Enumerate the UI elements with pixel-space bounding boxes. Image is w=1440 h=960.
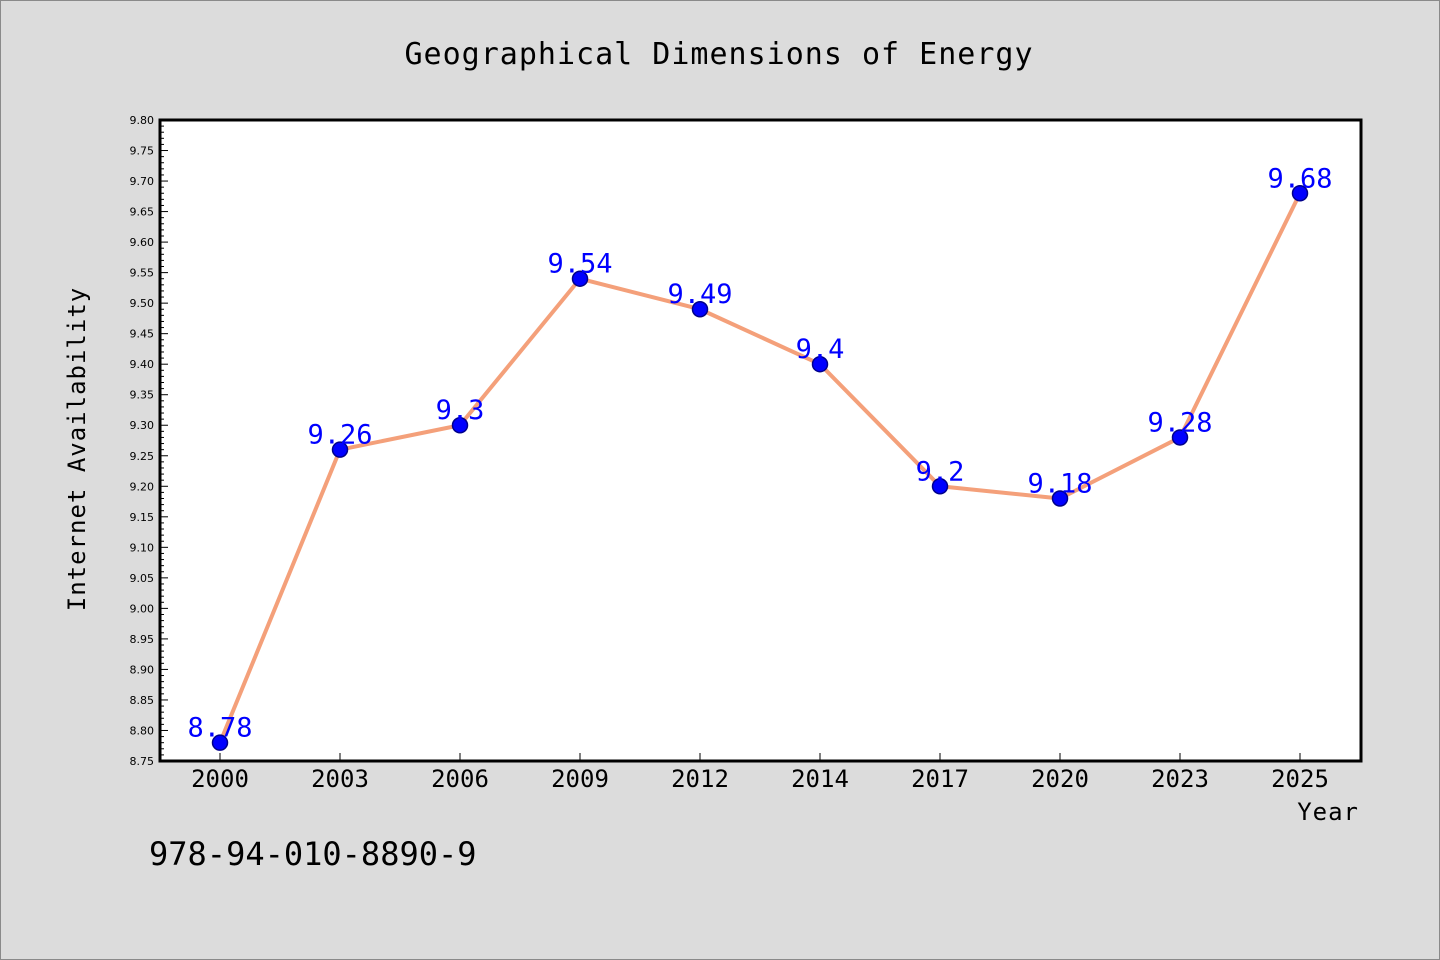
y-tick-label: 9.50 — [130, 297, 155, 310]
y-tick-label: 9.10 — [130, 541, 155, 554]
y-tick-label: 9.40 — [130, 358, 155, 371]
data-point — [811, 355, 829, 373]
x-tick-label: 2020 — [1031, 765, 1089, 793]
x-axis-label: Year — [1297, 798, 1359, 826]
y-tick-label: 9.35 — [130, 389, 155, 402]
y-tick-label: 9.70 — [130, 175, 155, 188]
data-point — [1051, 490, 1069, 507]
x-tick-label: 2009 — [551, 765, 609, 793]
data-point — [211, 734, 229, 751]
x-tick-label: 2025 — [1271, 765, 1329, 793]
y-tick-label: 8.85 — [130, 694, 155, 707]
data-label: 9.18 — [1027, 468, 1092, 499]
y-axis: 8.75 8.80 8.85 8.90 8.95 9.00 9.05 9.10 9.15 9.20… — [130, 114, 168, 768]
x-tick-label: 2006 — [431, 765, 489, 793]
y-tick-label: 9.15 — [130, 511, 155, 524]
y-tick-label: 9.55 — [130, 267, 155, 280]
data-point — [931, 478, 949, 495]
data-point — [571, 270, 589, 287]
x-tick-label: 2012 — [671, 765, 729, 793]
data-point — [331, 441, 349, 458]
data-point — [1171, 429, 1189, 446]
x-tick-label: 2023 — [1151, 765, 1209, 793]
data-point — [1291, 185, 1309, 202]
chart-title: Geographical Dimensions of Energy — [404, 37, 1033, 72]
y-tick-label: 9.25 — [130, 450, 155, 463]
data-point — [451, 416, 469, 434]
data-label: 9.28 — [1147, 407, 1212, 438]
y-tick-label: 9.80 — [130, 114, 155, 127]
data-label: 9.68 — [1267, 163, 1332, 194]
data-label: 9.54 — [547, 249, 612, 280]
data-label: 8.78 — [187, 713, 252, 744]
data-label: 9.49 — [667, 279, 732, 310]
data-point — [691, 300, 709, 318]
x-tick-label: 2014 — [791, 765, 849, 793]
isbn-text: 978-94-010-8890-9 — [149, 835, 477, 873]
x-axis: 2000 2003 2006 2009 2012 2014 2017 2020 2023 2025 — [191, 753, 1329, 793]
y-tick-label: 8.95 — [130, 633, 155, 646]
data-label: 9.3 — [436, 395, 485, 426]
y-tick-label: 9.75 — [130, 145, 155, 158]
y-tick-label: 9.60 — [130, 236, 155, 249]
data-label: 9.2 — [916, 456, 965, 487]
y-tick-label: 9.30 — [130, 419, 155, 432]
y-tick-label: 9.65 — [130, 206, 155, 219]
series-layer: 8.78 9.26 9.3 9.54 9.49 9.4 9.2 9.18 9.28 9.68 — [187, 163, 1333, 751]
x-tick-label: 2003 — [311, 765, 369, 793]
data-label: 9.4 — [796, 334, 845, 365]
x-tick-label: 2000 — [191, 765, 249, 793]
y-tick-label: 8.75 — [130, 755, 155, 768]
data-label: 9.26 — [307, 420, 372, 451]
x-tick-label: 2017 — [911, 765, 969, 793]
y-axis-label: Internet Availability — [63, 287, 91, 611]
series-line — [218, 191, 1302, 745]
y-tick-label: 9.05 — [130, 572, 155, 585]
y-tick-label: 8.80 — [130, 724, 155, 737]
y-tick-label: 9.20 — [130, 480, 155, 493]
y-tick-label: 9.45 — [130, 328, 155, 341]
y-tick-label: 8.90 — [130, 663, 155, 676]
plot-area — [158, 118, 1363, 763]
y-tick-label: 9.00 — [130, 602, 155, 615]
